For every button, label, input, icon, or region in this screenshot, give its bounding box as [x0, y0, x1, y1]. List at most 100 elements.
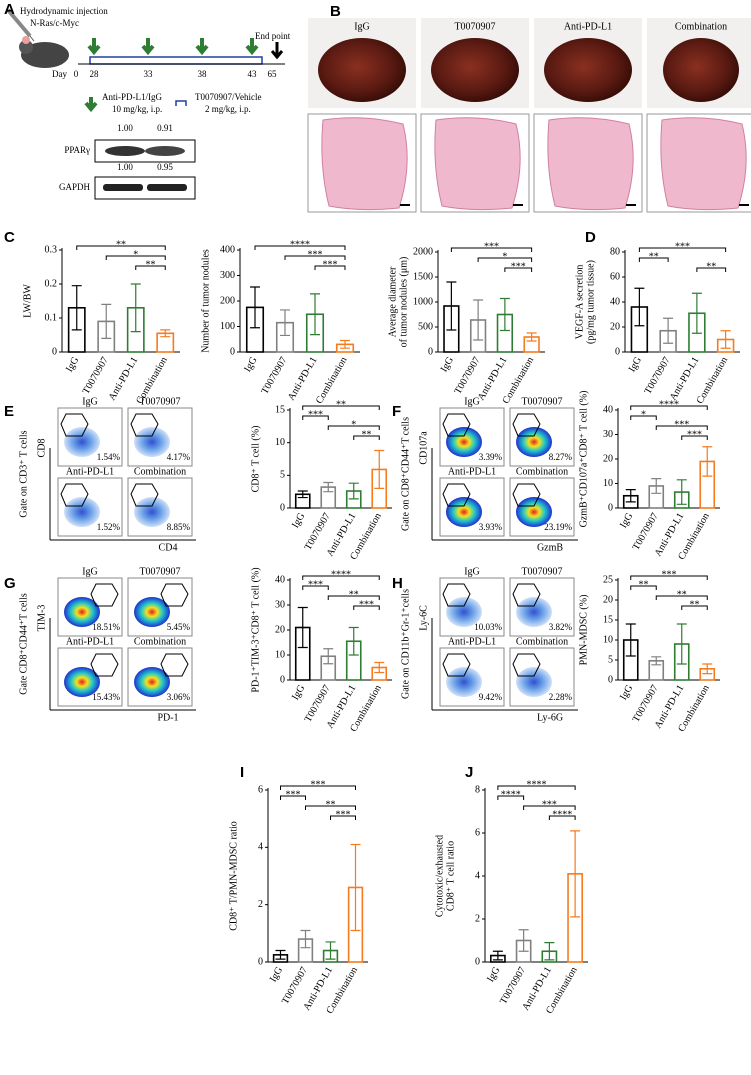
legend-bracket — [175, 100, 187, 106]
cell-density — [134, 497, 170, 527]
gate — [442, 483, 471, 507]
error-bar — [160, 329, 171, 338]
x-tick-label: IgG — [485, 965, 502, 984]
significance-label: ** — [649, 251, 659, 262]
day-tick: 28 — [90, 69, 100, 79]
y-marker: CD8 — [36, 439, 47, 458]
y-tick-label: 60 — [610, 271, 620, 282]
tissue — [321, 117, 408, 211]
plot-name: Anti-PD-L1 — [66, 636, 114, 647]
y-tick-label: 5 — [608, 654, 613, 665]
y-axis-label: GzmB⁺CD107a⁺CD8⁺ T cell (%) — [578, 391, 589, 528]
dose-arrow — [141, 38, 155, 56]
cell-density — [516, 597, 552, 627]
gate — [512, 413, 541, 437]
panel-letter: D — [585, 229, 596, 246]
injection-label: Hydrodynamic injection — [20, 6, 108, 16]
x-marker: CD4 — [159, 542, 178, 553]
y-tick-label: 0 — [258, 956, 263, 967]
blot-protein: GAPDH — [59, 182, 91, 192]
error-bar — [492, 950, 503, 961]
end-arrow — [270, 42, 284, 60]
gate-percent: 18.51% — [92, 622, 120, 632]
gate — [90, 653, 119, 677]
cell-density — [134, 667, 170, 697]
error-bar — [651, 478, 662, 494]
error-bar — [446, 281, 457, 331]
error-bar — [297, 606, 308, 649]
error-bar — [720, 330, 731, 349]
panel-letter: A — [4, 1, 15, 18]
significance-bracket — [497, 785, 576, 790]
significance-label: *** — [662, 569, 677, 580]
significance-label: ** — [326, 799, 336, 810]
y-marker: TIM-3 — [36, 605, 47, 632]
blot-ratio: 0.91 — [157, 123, 173, 133]
significance-label: *** — [675, 241, 690, 252]
day-tick: 43 — [248, 69, 258, 79]
error-bar — [300, 929, 311, 949]
y-axis-label: VEGF-A secretion — [574, 265, 585, 340]
day-tick: 0 — [74, 69, 79, 79]
legend-arrow — [84, 97, 98, 113]
error-bar — [374, 449, 385, 489]
error-bar — [691, 292, 702, 334]
y-tick-label: 20 — [275, 624, 285, 635]
error-bar — [625, 623, 636, 657]
significance-bracket — [302, 405, 380, 410]
x-tick-label: IgG — [618, 511, 635, 530]
y-tick-label: 10 — [275, 649, 285, 660]
error-bar — [518, 929, 529, 952]
panel-letter: I — [240, 764, 244, 781]
y-tick-label: 30 — [275, 599, 285, 610]
significance-bracket — [681, 605, 708, 610]
significance-bracket — [302, 575, 380, 580]
y-tick-label: 20 — [603, 453, 613, 464]
x-marker: GzmB — [537, 542, 563, 553]
legend-drug: T0070907/Vehicle — [195, 92, 262, 102]
panel-letter: F — [392, 403, 401, 420]
x-tick-label: Combination — [314, 355, 350, 406]
plot-name: IgG — [464, 396, 480, 407]
y-tick-label: 300 — [220, 270, 235, 281]
significance-bracket — [135, 265, 166, 270]
error-bar — [348, 626, 359, 656]
significance-label: ** — [146, 259, 156, 270]
gate-label: Gate CD8⁺CD44⁺T cells — [18, 593, 29, 695]
significance-label: **** — [290, 239, 310, 250]
cell-density — [446, 597, 482, 627]
significance-bracket — [302, 415, 329, 420]
dose-arrow — [195, 38, 209, 56]
gate-percent: 23.19% — [544, 522, 572, 532]
y-tick-label: 0 — [428, 346, 433, 357]
y-tick-label: 0 — [608, 502, 613, 513]
gate — [90, 583, 119, 607]
x-tick-label: T0070907 — [643, 355, 673, 396]
y-tick-label: 400 — [220, 244, 235, 255]
day-tick: 65 — [268, 69, 278, 79]
plot-name: IgG — [464, 566, 480, 577]
x-tick-label: IgG — [618, 683, 635, 702]
error-bar — [625, 489, 636, 503]
significance-label: ** — [349, 589, 359, 600]
error-bar — [702, 663, 713, 675]
plot-name: Anti-PD-L1 — [66, 466, 114, 477]
error-bar — [350, 843, 361, 932]
gate-label: Gate on CD8⁺CD44⁺T cells — [400, 417, 411, 531]
y-tick-label: 1500 — [413, 271, 433, 282]
y-tick-label: 0.1 — [45, 312, 58, 323]
gate-label: Gate on CD3⁺ T cells — [18, 430, 29, 517]
significance-label: *** — [311, 779, 326, 790]
blot-ratio: 0.95 — [157, 162, 173, 172]
y-axis-label: LW/BW — [22, 284, 33, 318]
gate — [160, 583, 189, 607]
error-bar — [526, 332, 537, 342]
plot-name: Combination — [516, 466, 568, 477]
y-tick-label: 0 — [230, 346, 235, 357]
error-bar — [570, 830, 581, 918]
tissue — [660, 117, 747, 211]
error-bar — [702, 446, 713, 477]
y-tick-label: 0 — [608, 674, 613, 685]
cell-density — [516, 427, 552, 457]
y-axis-label: PMN-MDSC (%) — [578, 595, 589, 666]
